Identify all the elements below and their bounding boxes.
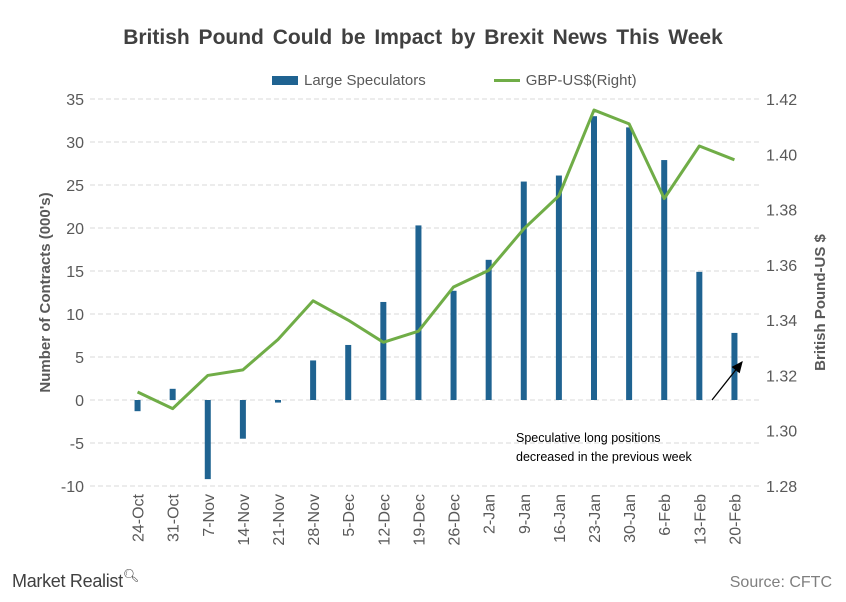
- x-tick-label: 28-Nov: [306, 494, 323, 546]
- y-tick-label: 35: [66, 92, 84, 109]
- y-tick-label: 25: [66, 178, 84, 195]
- x-tick-label: 9-Jan: [517, 494, 534, 534]
- brand-logo: Market Realist🔍︎: [12, 568, 139, 592]
- y2-tick-label: 1.32: [766, 368, 797, 385]
- annotation-line-2: decreased in the previous week: [516, 450, 693, 464]
- legend-label-large-speculators: Large Speculators: [304, 71, 426, 89]
- y2-tick-label: 1.40: [766, 147, 797, 164]
- x-tick-label: 26-Dec: [447, 494, 464, 546]
- bar: [415, 225, 422, 400]
- y-tick-label: -10: [61, 479, 84, 496]
- bar: [134, 400, 141, 412]
- magnifier-icon: 🔍︎: [122, 568, 140, 583]
- bar: [380, 301, 387, 400]
- bar: [696, 271, 703, 400]
- x-tick-label: 21-Nov: [271, 494, 288, 546]
- x-tick-label: 30-Jan: [622, 494, 639, 543]
- legend: Large Speculators GBP-US$(Right): [272, 70, 705, 90]
- legend-swatch-bar: [272, 75, 298, 85]
- bar: [275, 400, 281, 403]
- bar: [450, 290, 457, 400]
- y-tick-label: 5: [75, 350, 84, 367]
- chart-title: British Pound Could be Impact by Brexit …: [123, 26, 723, 49]
- brand-name: Market Realist: [12, 571, 123, 591]
- legend-item-gbp-usd: GBP-US$(Right): [493, 71, 637, 89]
- legend-item-large-speculators: Large Speculators: [272, 72, 426, 89]
- y-tick-label: 10: [66, 307, 84, 324]
- legend-swatch-line: [493, 78, 520, 82]
- y2-tick-label: 1.34: [766, 313, 797, 330]
- x-tick-label: 19-Dec: [411, 494, 428, 546]
- y-tick-label: 15: [66, 264, 84, 281]
- bar: [169, 388, 176, 400]
- bar: [555, 175, 562, 400]
- bar: [520, 181, 527, 400]
- y-tick-label: -5: [70, 436, 84, 453]
- x-tick-label: 6-Feb: [657, 494, 674, 536]
- y2-axis-title: British Pound-US $: [812, 234, 829, 371]
- y2-tick-label: 1.30: [766, 424, 797, 441]
- x-tick-label: 13-Feb: [692, 494, 709, 545]
- y-tick-label: 0: [75, 393, 84, 410]
- x-tick-label: 14-Nov: [236, 494, 253, 546]
- bar: [661, 160, 668, 400]
- bar: [239, 400, 246, 439]
- x-tick-label: 5-Dec: [341, 494, 358, 537]
- y-axis-title: Number of Contracts (000's): [37, 192, 54, 392]
- x-tick-label: 20-Feb: [727, 494, 744, 545]
- annotation-arrow: [711, 360, 743, 401]
- x-tick-label: 23-Jan: [587, 494, 604, 543]
- bar: [345, 344, 352, 400]
- y-tick-label: 20: [66, 221, 84, 238]
- gbp-usd-line: [136, 108, 735, 411]
- bar: [626, 127, 633, 400]
- y2-tick-label: 1.38: [766, 203, 797, 220]
- y2-tick-label: 1.42: [766, 92, 797, 109]
- bar: [204, 400, 211, 480]
- x-tick-label: 16-Jan: [552, 494, 569, 543]
- y-tick-label: 30: [66, 135, 84, 152]
- legend-label-gbp-usd: GBP-US$(Right): [525, 71, 637, 89]
- x-tick-label: 7-Nov: [201, 494, 218, 537]
- x-tick-label: 2-Jan: [482, 494, 499, 534]
- x-tick-label: 31-Oct: [166, 493, 183, 542]
- y2-tick-label: 1.36: [766, 258, 797, 275]
- bar: [310, 360, 317, 400]
- source-note: Source: CFTC: [729, 574, 832, 591]
- bar: [731, 332, 738, 400]
- x-tick-label: 12-Dec: [376, 494, 393, 546]
- bar: [485, 259, 492, 400]
- bar: [591, 116, 597, 400]
- y2-tick-label: 1.28: [766, 479, 797, 496]
- x-tick-label: 24-Oct: [131, 493, 148, 542]
- annotation-line-1: Speculative long positions: [516, 431, 661, 445]
